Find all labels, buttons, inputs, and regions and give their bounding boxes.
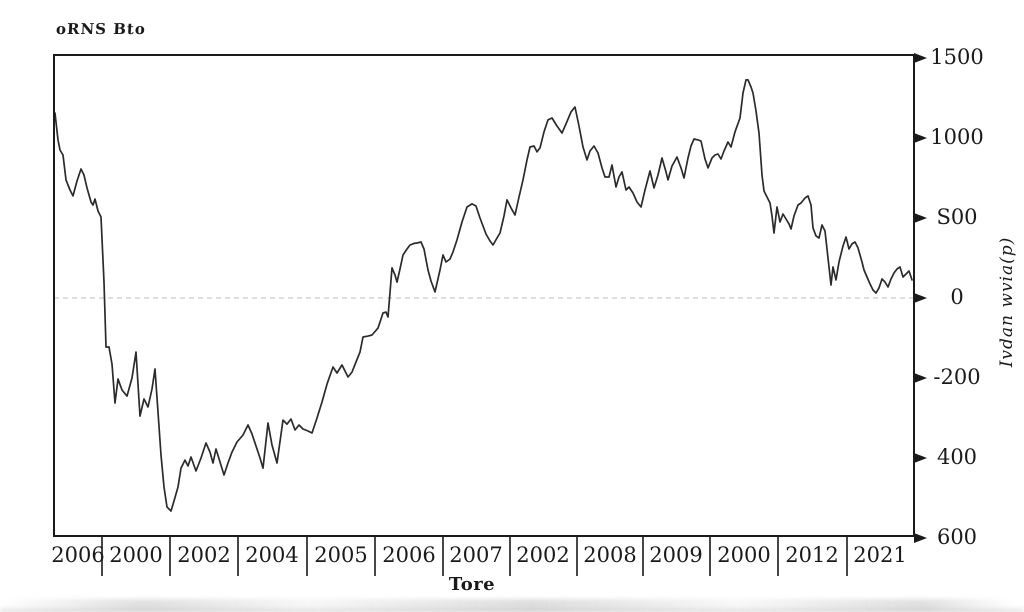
y-axis-tick-label: 600 <box>936 525 978 549</box>
x-axis-tick-label: 2008 <box>583 543 637 567</box>
y-axis-tick-label: S00 <box>936 205 978 229</box>
x-axis-tick-label: 2000 <box>717 543 771 567</box>
y-axis-tick-label: -200 <box>933 365 981 389</box>
y-axis-tick-arrow <box>914 133 927 143</box>
y-axis-tick-label: 400 <box>936 445 978 469</box>
y-axis-tick-arrow <box>914 293 927 303</box>
x-axis-tick-label: 2012 <box>785 543 839 567</box>
x-axis-tick-label: 2009 <box>649 543 703 567</box>
y-axis-tick-label: 1500 <box>930 45 984 69</box>
x-axis-tick-label: 2002 <box>516 543 570 567</box>
chart-note: oRNS Bto <box>55 20 147 38</box>
x-axis-tick-label: 2005 <box>314 543 368 567</box>
y-axis-tick-label: 0 <box>950 285 964 309</box>
x-axis-tick-label: 2006 <box>382 543 436 567</box>
x-axis-title: Tore <box>448 574 496 595</box>
bottom-artifact-smudge <box>0 599 1024 612</box>
y-axis-tick-arrow <box>914 53 927 63</box>
y-axis-tick-label: 1000 <box>930 125 984 149</box>
x-axis-tick-label: 2002 <box>177 543 231 567</box>
y-axis-tick-arrow <box>914 213 927 223</box>
plot-frame <box>53 54 915 537</box>
x-axis-tick-label: 2021 <box>853 543 907 567</box>
x-axis-tick-label: 2004 <box>245 543 299 567</box>
x-axis-tick-label: 2006 <box>51 543 105 567</box>
data-line <box>54 79 913 512</box>
y-axis-title: Ivdan wvia(p) <box>997 236 1017 368</box>
y-axis-tick-arrow <box>914 453 927 463</box>
x-axis-tick-label: 2000 <box>109 543 163 567</box>
y-axis-tick-arrow <box>914 373 927 383</box>
x-axis-tick-label: 2007 <box>449 543 503 567</box>
y-axis-tick-arrow <box>914 533 927 543</box>
